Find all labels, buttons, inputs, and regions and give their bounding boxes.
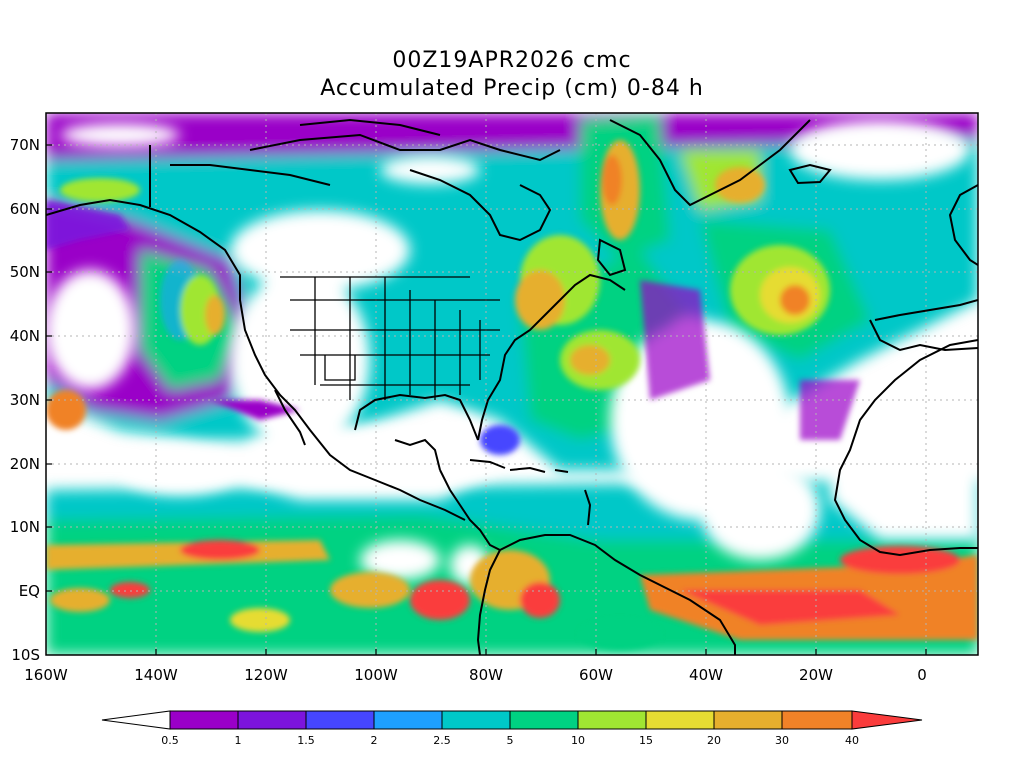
lat-label: 70N: [10, 136, 40, 154]
precip-field: [46, 113, 978, 655]
colorbar-low-arrow: [101, 710, 171, 730]
lon-label: 0: [917, 666, 927, 684]
colorbar-label: 20: [707, 734, 721, 747]
lon-label: 40W: [689, 666, 723, 684]
graticule: [46, 113, 978, 655]
colorbar-swatch: [509, 710, 579, 730]
colorbar-label: 10: [571, 734, 585, 747]
colorbar-label: 1.5: [297, 734, 315, 747]
lon-label: 20W: [799, 666, 833, 684]
lon-label: 80W: [469, 666, 503, 684]
map-title-line1: 00Z19APR2026 cmc: [392, 48, 632, 73]
lon-label: 100W: [354, 666, 398, 684]
colorbar-swatch: [645, 710, 715, 730]
colorbar-label: 1: [235, 734, 242, 747]
colorbar-label: 0.5: [161, 734, 179, 747]
lat-label: 10S: [11, 646, 40, 664]
lon-label: 140W: [134, 666, 178, 684]
lat-label: 20N: [10, 455, 40, 473]
colorbar-swatch: [305, 710, 375, 730]
lon-label: 60W: [579, 666, 613, 684]
lon-label: 160W: [24, 666, 68, 684]
latitude-labels: 70N 60N 50N 40N 30N 20N 10N EQ 10S: [10, 136, 40, 664]
colorbar-label: 5: [507, 734, 514, 747]
colorbar-label: 15: [639, 734, 653, 747]
colorbar-label: 2: [371, 734, 378, 747]
colorbar-label: 40: [845, 734, 859, 747]
colorbar-label: 30: [775, 734, 789, 747]
colorbar-swatch: [713, 710, 783, 730]
colorbar-swatch: [441, 710, 511, 730]
colorbar-swatch: [373, 710, 443, 730]
axis-ticks: [46, 144, 927, 655]
map-frame: [45, 112, 979, 656]
colorbar-swatch: [781, 710, 853, 730]
colorbar-swatch: [169, 710, 239, 730]
map-title-line2: Accumulated Precip (cm) 0-84 h: [320, 76, 704, 101]
colorbar-high-arrow: [851, 710, 923, 730]
colorbar-swatch: [577, 710, 647, 730]
lat-label: EQ: [19, 582, 40, 600]
longitude-labels: 160W 140W 120W 100W 80W 60W 40W 20W 0: [24, 666, 927, 684]
lat-label: 40N: [10, 327, 40, 345]
colorbar-label: 2.5: [433, 734, 451, 747]
lat-label: 30N: [10, 391, 40, 409]
colorbar-swatch: [237, 710, 307, 730]
lat-label: 60N: [10, 200, 40, 218]
state-borders: [280, 276, 500, 400]
lon-label: 120W: [244, 666, 288, 684]
coastlines: [46, 118, 978, 655]
lat-label: 50N: [10, 263, 40, 281]
colorbar: 0.5 1 1.5 2 2.5 5 10 15 20 30 40: [101, 710, 923, 747]
lat-label: 10N: [10, 518, 40, 536]
